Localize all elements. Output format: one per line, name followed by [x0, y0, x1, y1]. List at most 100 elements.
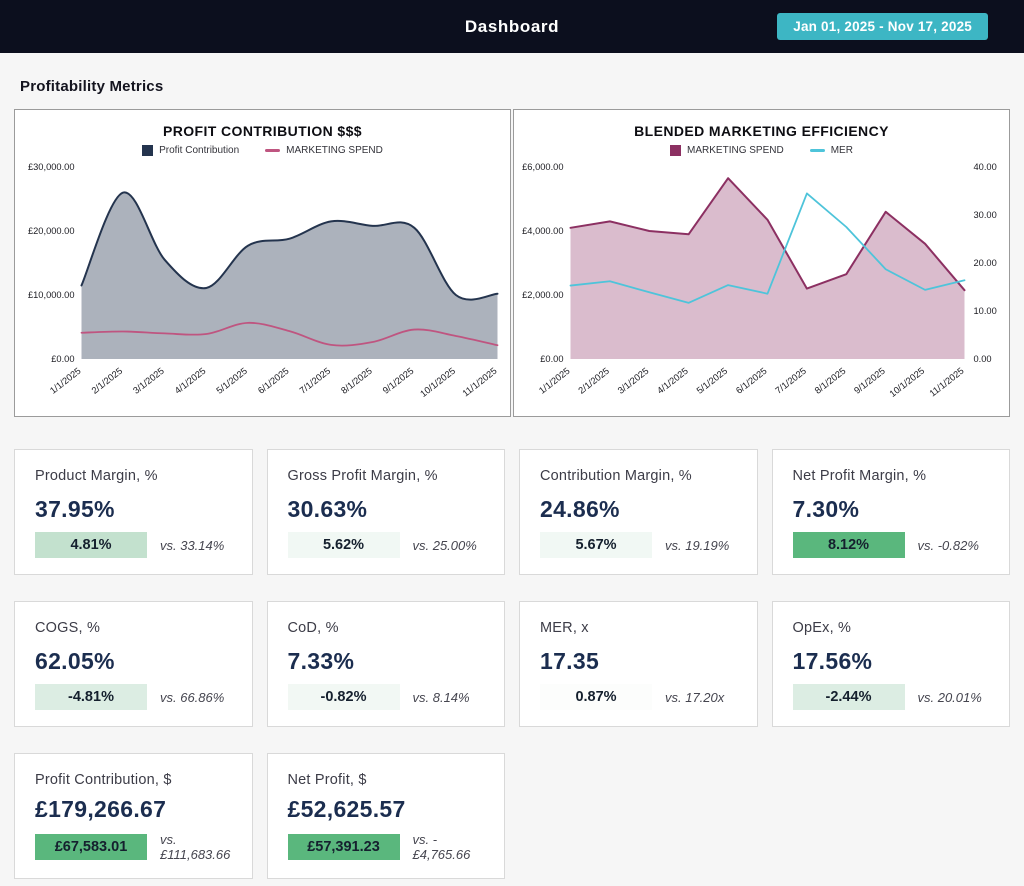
charts-row: PROFIT CONTRIBUTION $$$ Profit Contribut…: [14, 109, 1010, 417]
metric-value: 24.86%: [540, 496, 620, 522]
axis-tick-label: 7/1/2025: [773, 366, 808, 396]
metric-card: CoD, % 7.33% -0.82% vs. 8.14%: [266, 601, 505, 727]
delta-badge: 5.62%: [287, 532, 400, 558]
delta-badge: -2.44%: [792, 684, 905, 710]
metric-label: Profit Contribution, $: [35, 772, 172, 788]
delta-badge: 5.67%: [540, 532, 652, 558]
axis-tick-label: £30,000.00: [28, 162, 75, 172]
delta-badge: £57,391.23: [287, 834, 400, 860]
legend-item: MER: [809, 144, 853, 156]
chart-panel-marketing-efficiency: BLENDED MARKETING EFFICIENCY MARKETING S…: [513, 109, 1010, 417]
axis-tick-label: 9/1/2025: [852, 366, 887, 396]
comparison-value: vs. £111,683.66: [160, 832, 231, 862]
metric-label: COGS, %: [35, 620, 101, 636]
delta-badge: 8.12%: [792, 532, 905, 558]
axis-tick-label: 10/1/2025: [888, 366, 927, 399]
marketing-efficiency-chart-canvas: £6,000.00 £4,000.00 £2,000.00 £0.00 40.00 30.…: [522, 162, 997, 399]
axis-tick-label: 4/1/2025: [173, 366, 208, 396]
axis-tick-label: 5/1/2025: [695, 366, 730, 396]
metric-card: Net Profit, $ £52,625.57 £57,391.23 vs. …: [266, 753, 505, 879]
axis-tick-label: 4/1/2025: [655, 366, 690, 396]
metric-card: MER, x 17.35 0.87% vs. 17.20x: [519, 601, 758, 727]
metric-value: £179,266.67: [35, 796, 167, 822]
axis-tick-label: £2,000.00: [522, 290, 563, 300]
chart-legend: MARKETING SPEND MER: [514, 142, 1009, 158]
chart-title: PROFIT CONTRIBUTION $$$: [163, 123, 362, 139]
axis-tick-label: £6,000.00: [522, 162, 563, 172]
axis-tick-label: 20.00: [974, 258, 997, 268]
axis-tick-label: 5/1/2025: [214, 366, 249, 396]
axis-tick-label: 9/1/2025: [381, 366, 416, 396]
axis-tick-label: £4,000.00: [522, 226, 563, 236]
metric-value: 30.63%: [287, 496, 368, 522]
metric-card: Product Margin, % 37.95% 4.81% vs. 33.14…: [14, 449, 253, 575]
metric-value: 62.05%: [35, 648, 115, 674]
axis-tick-label: 8/1/2025: [339, 366, 374, 396]
axis-tick-label: £0.00: [540, 354, 563, 364]
legend-label: MARKETING SPEND: [286, 144, 383, 156]
comparison-value: vs. 66.86%: [160, 689, 225, 705]
axis-tick-label: 40.00: [974, 162, 997, 172]
axis-tick-label: 6/1/2025: [256, 366, 291, 396]
delta-badge: -4.81%: [35, 684, 147, 710]
legend-dash-swatch-icon: [265, 148, 281, 152]
axis-tick-label: 3/1/2025: [616, 366, 651, 396]
metric-label: OpEx, %: [792, 620, 852, 636]
legend-label: Profit Contribution: [159, 144, 240, 156]
delta-badge: -0.82%: [287, 684, 400, 710]
area-series-line: [569, 177, 966, 292]
area-series-fill: [570, 178, 965, 359]
legend-dash-swatch-icon: [809, 148, 825, 152]
page-title: Dashboard: [464, 16, 560, 36]
metric-footer: -2.44% vs. 20.01%: [792, 684, 990, 710]
chart-legend: Profit Contribution MARKETING SPEND: [15, 142, 510, 158]
metric-footer: 8.12% vs. -0.82%: [792, 532, 990, 558]
metric-label: Gross Profit Margin, %: [287, 468, 438, 484]
comparison-value: vs. 20.01%: [917, 689, 982, 705]
axis-tick-label: 11/1/2025: [461, 366, 499, 399]
comparison-value: vs. 19.19%: [665, 537, 730, 553]
axis-tick-label: 3/1/2025: [131, 366, 166, 396]
metric-label: Net Profit, $: [287, 772, 367, 788]
axis-tick-label: £10,000.00: [28, 290, 75, 300]
comparison-value: vs. -0.82%: [917, 537, 979, 553]
section-title: Profitability Metrics: [20, 78, 164, 95]
axis-tick-label: £20,000.00: [28, 226, 75, 236]
metric-label: Net Profit Margin, %: [792, 468, 927, 484]
metric-footer: -4.81% vs. 66.86%: [35, 684, 232, 710]
axis-tick-label: 2/1/2025: [90, 366, 125, 396]
legend-item: MARKETING SPEND: [670, 144, 784, 156]
metric-label: Product Margin, %: [35, 468, 158, 484]
metric-footer: 0.87% vs. 17.20x: [540, 684, 737, 710]
metric-footer: 4.81% vs. 33.14%: [35, 532, 232, 558]
metric-footer: -0.82% vs. 8.14%: [287, 684, 485, 710]
comparison-value: vs. 17.20x: [665, 689, 725, 705]
metric-value: 37.95%: [35, 496, 115, 522]
axis-tick-label: 10/1/2025: [418, 366, 457, 399]
metric-cards-grid: Product Margin, % 37.95% 4.81% vs. 33.14…: [14, 449, 1010, 879]
metric-value: 17.35: [540, 648, 600, 674]
legend-square-swatch-icon: [142, 144, 154, 156]
date-range-button[interactable]: Jan 01, 2025 - Nov 17, 2025: [777, 13, 988, 40]
axis-tick-label: 1/1/2025: [537, 366, 572, 396]
legend-label: MARKETING SPEND: [687, 144, 784, 156]
axis-tick-label: 8/1/2025: [813, 366, 848, 396]
metric-footer: 5.67% vs. 19.19%: [540, 532, 737, 558]
legend-item: Profit Contribution: [142, 144, 240, 156]
metric-label: CoD, %: [287, 620, 339, 636]
metric-footer: £67,583.01 vs. £111,683.66: [35, 832, 232, 862]
area-series-line: [80, 191, 499, 301]
metric-card: Net Profit Margin, % 7.30% 8.12% vs. -0.…: [771, 449, 1010, 575]
chart-title: BLENDED MARKETING EFFICIENCY: [634, 123, 889, 139]
axis-tick-label: 2/1/2025: [576, 366, 611, 396]
line-series: [80, 321, 499, 347]
axis-tick-label: 7/1/2025: [298, 366, 333, 396]
metric-footer: £57,391.23 vs. -£4,765.66: [287, 832, 485, 862]
legend-label: MER: [830, 144, 853, 156]
axis-tick-label: 11/1/2025: [928, 366, 966, 399]
metric-label: Contribution Margin, %: [540, 468, 692, 484]
metric-card: Profit Contribution, $ £179,266.67 £67,5…: [14, 753, 253, 879]
metric-card: Gross Profit Margin, % 30.63% 5.62% vs. …: [266, 449, 505, 575]
axis-tick-label: 10.00: [974, 306, 997, 316]
metric-value: £52,625.57: [287, 796, 406, 822]
